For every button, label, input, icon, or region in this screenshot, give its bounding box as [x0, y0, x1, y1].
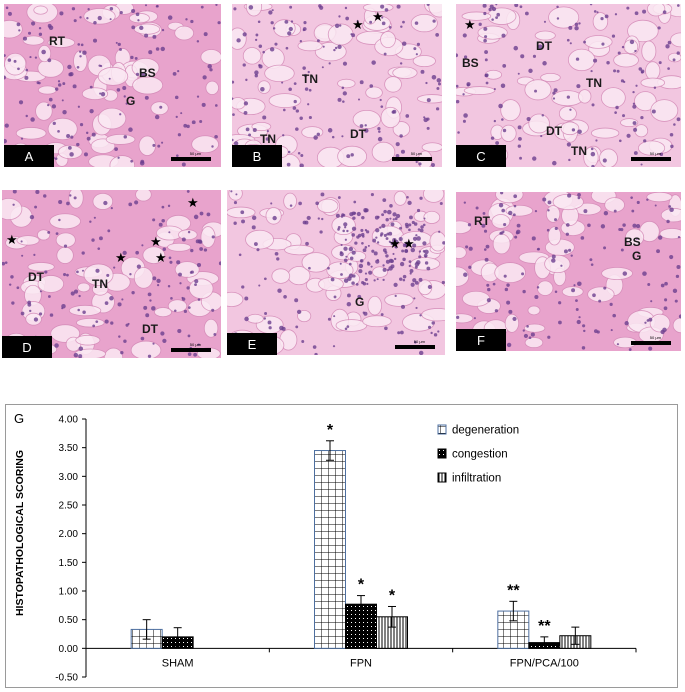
scale-bar-label: 50 μm [649, 151, 661, 156]
lesion-star-marker: ★ [150, 234, 162, 249]
y-axis-label: HISTOPATHOLOGICAL SCORING [14, 450, 26, 616]
tissue-label: RT [49, 34, 65, 48]
panel-letter: A [4, 145, 54, 167]
tissue-label: G [126, 94, 136, 108]
tissue-label: TN [92, 277, 108, 291]
y-tick-label: 3.00 [59, 472, 79, 483]
scale-bar-label: 50 μm [649, 335, 661, 340]
y-tick-label: 2.00 [59, 529, 79, 540]
scale-bar [171, 157, 211, 161]
tissue-label: DT [536, 39, 552, 53]
significance-marker: * [389, 587, 396, 604]
micrograph-panel-e: G ★ ★ E 50 μm [227, 190, 445, 355]
significance-annotations: *** **** [327, 422, 551, 635]
tissue-label: BS [624, 235, 641, 249]
tissue-label: DT [142, 322, 158, 336]
lesion-star-marker: ★ [372, 9, 384, 24]
tissue-label: G [632, 249, 642, 263]
tissue-label: TN [260, 132, 276, 146]
chart-panel-g: G HISTOPATHOLOGICAL SCORING -0.50 0.00 0.5… [5, 404, 678, 688]
tissue-label: DT [350, 127, 366, 141]
tissue-label: DT [28, 270, 44, 284]
lesion-star-marker: ★ [6, 232, 18, 247]
micrograph-panel-f: RT BS G F 50 μm [456, 192, 681, 351]
legend-swatch [437, 472, 447, 483]
tissue-label: TN [302, 72, 318, 86]
legend-label: congestion [452, 449, 508, 461]
legend-label: degeneration [452, 425, 519, 437]
significance-marker: ** [538, 618, 551, 635]
scale-bar-label: 50 μm [189, 151, 201, 156]
tissue-label: TN [586, 76, 602, 90]
micrograph-panel-d: DT TN DT ★ ★ ★ ★ ★ D 50 μm [2, 190, 221, 358]
scale-bar [631, 157, 671, 161]
panel-letter: D [2, 336, 52, 358]
lesion-star-marker: ★ [389, 236, 401, 251]
scale-bar-label: 50 μm [413, 339, 425, 344]
tissue-label: BS [462, 56, 479, 70]
lesion-star-marker: ★ [155, 250, 167, 265]
significance-marker: * [327, 422, 334, 439]
significance-marker: ** [507, 582, 520, 599]
bars [130, 440, 592, 649]
panel-letter: B [232, 145, 282, 167]
x-tick-label: FPN/PCA/100 [510, 657, 579, 669]
y-tick-label: 3.50 [59, 443, 79, 454]
micrograph-panel-c: BS DT TN DT TN ★ C 50 μm [456, 4, 681, 167]
y-tick-label: -0.50 [55, 673, 78, 684]
micrograph-panel-a: RT BS G A 50 μm [4, 4, 221, 167]
y-tick-label: 0.50 [59, 615, 79, 626]
tissue-image [4, 4, 221, 167]
lesion-star-marker: ★ [464, 17, 476, 32]
tissue-image [456, 4, 681, 167]
tissue-label: BS [139, 66, 156, 80]
tissue-label: G [355, 295, 365, 309]
y-axis: -0.50 0.00 0.50 1.00 1.50 2.00 2.50 3.00 3.50 4.0… [55, 415, 87, 684]
y-tick-label: 0.00 [59, 644, 79, 655]
lesion-star-marker: ★ [187, 195, 199, 210]
scale-bar-label: 50 μm [410, 151, 422, 156]
y-tick-label: 1.00 [59, 587, 79, 598]
scale-bar [395, 345, 435, 349]
lesion-star-marker: ★ [352, 17, 364, 32]
scale-bar [171, 348, 211, 352]
scale-bar-label: 50 μm [189, 342, 201, 347]
panel-letter: F [456, 329, 506, 351]
lesion-star-marker: ★ [403, 236, 415, 251]
x-tick-label: SHAM [162, 657, 194, 669]
bar-degeneration [314, 450, 346, 649]
legend-label: infiltration [452, 473, 501, 485]
bar-chart: G HISTOPATHOLOGICAL SCORING -0.50 0.00 0.5… [14, 411, 637, 684]
panel-letter-g: G [14, 411, 24, 426]
significance-marker: * [358, 577, 365, 594]
scale-bar [631, 341, 671, 345]
micrograph-panel-b: TN TN DT ★ ★ B 50 μm [232, 4, 442, 167]
scale-bar [392, 157, 432, 161]
x-axis: SHAM FPN FPN/PCA/100 [85, 647, 637, 669]
tissue-label: DT [546, 124, 562, 138]
tissue-label: RT [474, 214, 490, 228]
y-tick-label: 2.50 [59, 501, 79, 512]
tissue-image [456, 192, 681, 351]
legend: degeneration congestion infiltration [437, 424, 519, 485]
legend-swatch [437, 448, 447, 459]
panel-letter: C [456, 145, 506, 167]
panel-letter: E [227, 333, 277, 355]
tissue-label: TN [571, 144, 587, 158]
lesion-star-marker: ★ [115, 250, 127, 265]
y-tick-label: 1.50 [59, 558, 79, 569]
y-tick-label: 4.00 [59, 415, 79, 426]
x-tick-label: FPN [350, 657, 372, 669]
tissue-image [227, 190, 445, 355]
legend-swatch [437, 424, 447, 435]
